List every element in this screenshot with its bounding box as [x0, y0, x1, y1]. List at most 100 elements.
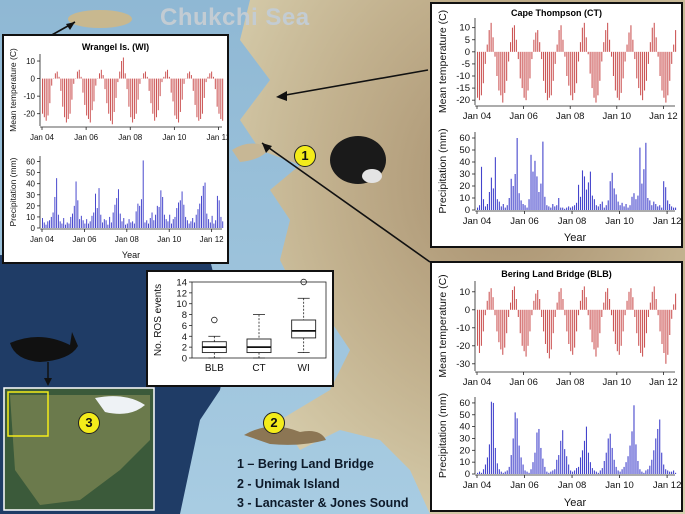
temperature-bar [609, 299, 611, 310]
temperature-bar [64, 78, 66, 118]
precipitation-bar [625, 462, 627, 474]
precipitation-bar [172, 219, 174, 228]
temperature-bar [548, 309, 550, 359]
temperature-bar [130, 78, 132, 118]
precipitation-bar [512, 186, 514, 210]
precipitation-bar [611, 172, 613, 210]
temperature-bar [665, 309, 667, 364]
temperature-y-tick-label: -15 [456, 83, 470, 94]
temperature-bar [211, 71, 213, 79]
blb-title: Bering Land Bridge (BLB) [501, 269, 612, 279]
precipitation-bar [91, 215, 93, 228]
temperature-bar [620, 51, 622, 93]
site-legend: 1 – Bering Land Bridge 2 - Unimak Island… [237, 455, 409, 514]
marker-3: 3 [78, 412, 100, 434]
temperature-bar [574, 309, 576, 348]
precipitation-bar [629, 205, 631, 210]
temperature-bar [599, 51, 601, 81]
precipitation-y-tick-label: 0 [465, 469, 470, 480]
temperature-bar [634, 51, 636, 60]
precipitation-y-tick-label: 60 [26, 158, 35, 167]
precipitation-bar [110, 222, 112, 228]
temperature-bar [86, 78, 88, 116]
temperature-bar [616, 309, 618, 352]
temperature-bar [174, 78, 176, 116]
precipitation-bar [498, 201, 500, 210]
precipitation-bar [530, 154, 532, 210]
temperature-bar [626, 44, 628, 52]
precipitation-bar [544, 466, 546, 474]
precipitation-bar [512, 438, 514, 474]
precipitation-bar [63, 218, 65, 228]
temperature-bar [610, 51, 613, 57]
precipitation-bar [661, 452, 663, 474]
precipitation-bar [218, 200, 220, 228]
temperature-bar [511, 290, 514, 310]
precipitation-bar [617, 470, 619, 474]
precipitation-bar [156, 205, 158, 228]
temperature-bar [634, 309, 636, 317]
temperature-bar [508, 309, 510, 317]
temperature-bar [76, 71, 78, 79]
precipitation-bar [103, 219, 105, 228]
precipitation-bar [532, 462, 534, 474]
temperature-bar [154, 78, 156, 121]
temperature-bar [189, 71, 191, 79]
precipitation-bar [564, 208, 566, 210]
temperature-bar [562, 299, 564, 310]
arrow-blb [261, 142, 431, 263]
precipitation-bar [484, 206, 487, 210]
precipitation-bar [619, 471, 621, 474]
precipitation-bar [593, 199, 595, 210]
temperature-bar [115, 78, 117, 98]
precipitation-bar [116, 198, 118, 228]
temperature-bar [603, 302, 605, 310]
precipitation-y-tick-label: 60 [459, 398, 470, 409]
precipitation-bar [179, 200, 181, 228]
temperature-bar [506, 309, 508, 334]
precipitation-bar [570, 470, 572, 474]
precipitation-bar [496, 463, 498, 474]
temperature-bar [486, 44, 488, 52]
temperature-bar [544, 309, 547, 344]
precipitation-bar [478, 471, 481, 474]
precipitation-bar [57, 214, 59, 228]
precipitation-bar [675, 207, 677, 210]
blb-temperature-chart: 10 0 -10 -20 -30 Jan 04 Jan 06 Jan 08 Jan 10 Jan … [437, 274, 678, 388]
temperature-bar [58, 76, 60, 79]
temperature-bar [587, 51, 589, 55]
precipitation-bar [50, 216, 52, 228]
precipitation-y-label: Precipitation (mm) [437, 128, 449, 213]
precipitation-bar [536, 432, 538, 474]
temperature-bar [673, 304, 675, 310]
precipitation-bar [591, 195, 593, 210]
precipitation-bar [536, 176, 538, 210]
precipitation-bar [649, 200, 651, 210]
temperature-bar [119, 71, 121, 79]
precipitation-bar [659, 419, 661, 474]
precipitation-bar [647, 198, 649, 210]
precipitation-bar [641, 183, 643, 210]
temperature-bar [638, 51, 640, 89]
precipitation-bar [213, 223, 215, 228]
precipitation-y-tick-label: 50 [459, 145, 470, 156]
temperature-bar [622, 309, 624, 332]
precipitation-bar [518, 445, 520, 474]
precipitation-bar [568, 464, 570, 474]
precipitation-bar [587, 452, 589, 474]
ros-box-wi [291, 319, 317, 339]
temperature-bar [667, 309, 669, 355]
temperature-bar [124, 73, 126, 79]
precipitation-bar [542, 458, 544, 474]
precipitation-bar [526, 471, 528, 474]
temperature-bar [663, 51, 665, 98]
precipitation-bar [162, 196, 164, 228]
precipitation-bar [663, 464, 665, 474]
temperature-bar [645, 309, 647, 334]
temperature-bar [482, 309, 484, 332]
temperature-bar [550, 51, 552, 96]
temperature-bar [523, 51, 525, 98]
ros-y-tick-label: 0 [182, 354, 187, 365]
